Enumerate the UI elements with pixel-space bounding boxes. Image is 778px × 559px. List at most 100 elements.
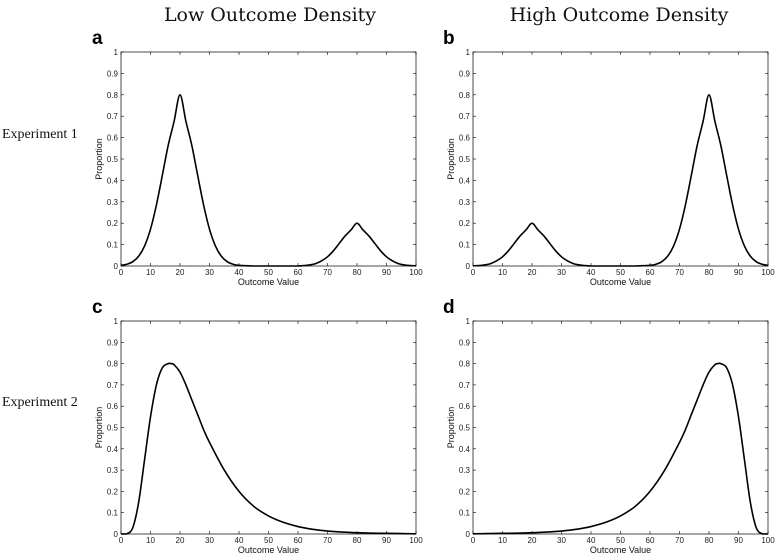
panel-d: d 0 10 20 30 40 50 60 70 80 90 100 0 0.1 0.2 0.3 0.4 0.5… [443,297,775,555]
y-tick-label-c-0.4: 0.4 [107,445,119,454]
y-tick-label-c-0.9: 0.9 [107,338,119,347]
x-tick-label-c-10: 10 [146,536,155,545]
x-tick-label-c-0: 0 [119,536,124,545]
y-tick-label-d-0.6: 0.6 [459,402,471,411]
x-tick-label-c-20: 20 [176,536,185,545]
y-tick-label-b-1: 1 [466,48,471,57]
x-tick-label-b-10: 10 [498,268,507,277]
x-tick-label-a-50: 50 [264,268,273,277]
x-tick-label-d-40: 40 [587,536,596,545]
y-tick-label-c-0.6: 0.6 [107,402,119,411]
x-tick-label-b-20: 20 [528,268,537,277]
y-tick-label-a-0.6: 0.6 [107,134,119,143]
x-tick-label-a-10: 10 [146,268,155,277]
x-tick-label-d-10: 10 [498,536,507,545]
y-tick-label-c-0.2: 0.2 [107,487,119,496]
plot-frame-d [472,320,769,535]
x-tick-label-d-30: 30 [557,536,566,545]
y-tick-label-d-0.2: 0.2 [459,487,471,496]
series-line-a-0 [120,94,417,267]
x-tick-label-d-50: 50 [616,536,625,545]
y-tick-label-b-0.3: 0.3 [459,198,471,207]
panel-b: b 0 10 20 30 40 50 60 70 80 90 100 0 0.1 0.2 0.3 0.4 0.5… [443,28,775,287]
x-tick-label-b-50: 50 [616,268,625,277]
x-tick-label-a-80: 80 [353,268,362,277]
x-tick-label-a-70: 70 [323,268,332,277]
series-line-c-0 [120,362,417,535]
x-axis-label-d: Outcome Value [590,545,651,555]
y-tick-label-a-0.3: 0.3 [107,198,119,207]
y-tick-label-c-0.7: 0.7 [107,381,119,390]
x-tick-label-a-40: 40 [235,268,244,277]
x-tick-label-a-100: 100 [409,268,423,277]
x-tick-label-b-0: 0 [471,268,476,277]
y-tick-label-a-0.8: 0.8 [107,91,119,100]
y-tick-label-a-0.5: 0.5 [107,155,119,164]
x-tick-label-d-60: 60 [646,536,655,545]
x-tick-label-b-70: 70 [675,268,684,277]
panel-c: c 0 10 20 30 40 50 60 70 80 90 100 0 0.1 0.2 0.3 0.4 0.5… [92,297,423,555]
y-tick-label-a-0: 0 [114,262,119,271]
column-title-low: Low Outcome Density [164,4,376,26]
y-tick-label-b-0.8: 0.8 [459,91,471,100]
y-tick-label-a-0.4: 0.4 [107,176,119,185]
x-tick-label-a-60: 60 [294,268,303,277]
series-line-b-0 [472,94,769,267]
series-line-d-0 [472,362,769,535]
y-tick-label-b-0.1: 0.1 [459,241,471,250]
x-tick-label-b-90: 90 [734,268,743,277]
y-tick-label-b-0.2: 0.2 [459,219,471,228]
y-tick-label-b-0.5: 0.5 [459,155,471,164]
x-tick-label-b-80: 80 [705,268,714,277]
y-tick-label-b-0.7: 0.7 [459,112,471,121]
y-tick-label-d-0.5: 0.5 [459,424,471,433]
x-tick-label-c-70: 70 [323,536,332,545]
y-tick-label-c-0: 0 [114,530,119,539]
x-tick-label-d-90: 90 [734,536,743,545]
y-axis-label-a: Proportion [94,138,104,180]
x-tick-label-c-50: 50 [264,536,273,545]
x-tick-label-a-30: 30 [205,268,214,277]
x-tick-label-a-0: 0 [119,268,124,277]
y-tick-label-b-0.4: 0.4 [459,176,471,185]
y-tick-label-c-0.8: 0.8 [107,360,119,369]
panel-letter-d: d [443,297,455,318]
x-tick-label-a-90: 90 [382,268,391,277]
y-tick-label-c-0.5: 0.5 [107,424,119,433]
panel-a: a 0 10 20 30 40 50 60 70 80 90 100 0 0.1 0.2 0.3 0.4 0.5… [92,28,423,287]
plot-frame-c [120,320,417,535]
y-tick-label-d-0.9: 0.9 [459,338,471,347]
x-axis-label-b: Outcome Value [590,277,651,287]
y-tick-label-d-0: 0 [466,530,471,539]
y-tick-label-d-0.7: 0.7 [459,381,471,390]
y-tick-label-a-1: 1 [114,48,119,57]
y-tick-label-b-0.6: 0.6 [459,134,471,143]
x-tick-label-b-100: 100 [761,268,775,277]
column-title-high: High Outcome Density [510,4,729,26]
panel-letter-a: a [92,28,103,49]
y-tick-label-d-0.8: 0.8 [459,360,471,369]
y-tick-label-a-0.1: 0.1 [107,241,119,250]
x-tick-label-c-100: 100 [409,536,423,545]
y-axis-label-c: Proportion [94,407,104,449]
y-tick-label-a-0.2: 0.2 [107,219,119,228]
y-tick-label-d-0.3: 0.3 [459,466,471,475]
row-label-experiment-1: Experiment 1 [2,127,78,142]
x-tick-label-c-60: 60 [294,536,303,545]
y-tick-label-b-0.9: 0.9 [459,69,471,78]
panel-letter-c: c [92,297,103,318]
x-tick-label-d-100: 100 [761,536,775,545]
row-label-experiment-2: Experiment 2 [2,395,78,410]
y-tick-label-b-0: 0 [466,262,471,271]
x-tick-label-c-80: 80 [353,536,362,545]
x-tick-label-c-30: 30 [205,536,214,545]
x-axis-label-a: Outcome Value [238,277,299,287]
x-tick-label-b-60: 60 [646,268,655,277]
x-tick-label-c-90: 90 [382,536,391,545]
y-axis-label-d: Proportion [446,407,456,449]
y-tick-label-c-0.1: 0.1 [107,509,119,518]
y-tick-label-a-0.7: 0.7 [107,112,119,121]
y-tick-label-d-1: 1 [466,317,471,326]
x-tick-label-d-20: 20 [528,536,537,545]
